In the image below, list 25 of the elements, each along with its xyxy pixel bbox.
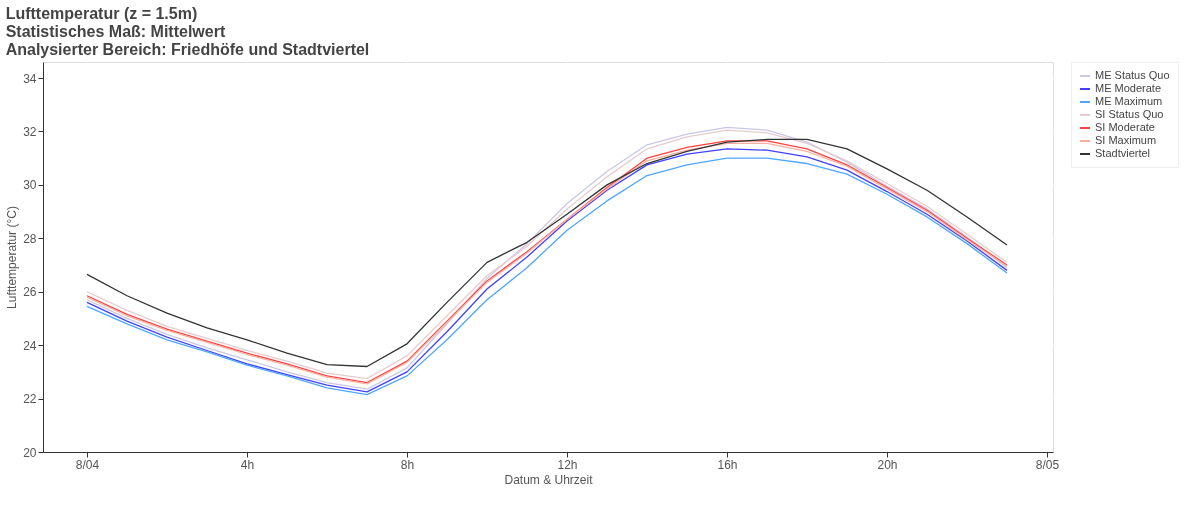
chart-title: Lufttemperatur (z = 1.5m) Statistisches Maß: Mittelwert Analysierter Bereich: Friedhöfe und Stadtviertel [5,4,370,58]
y-tick-label: 22 [23,392,37,407]
y-tick-label: 30 [23,178,37,193]
x-axis-title: Datum & Uhrzeit [504,472,594,487]
x-tick-label: 20h [877,457,898,472]
y-tick-label: 26 [23,285,37,300]
y-axis-title: Lufttemperatur (°C) [5,206,20,309]
x-tick-label: 8h [400,457,415,472]
y-tick-label: 32 [23,124,37,139]
legend-label: SI Moderate [1095,121,1155,133]
legend-label: Stadtviertel [1095,147,1151,159]
y-tick-label: 24 [23,338,37,353]
y-tick-label: 28 [23,231,37,246]
legend-label: ME Moderate [1095,82,1162,94]
x-tick-label: 8/05 [1035,457,1060,472]
legend-label: SI Status Quo [1095,108,1164,120]
y-tick-label: 34 [23,71,37,86]
y-tick-label: 20 [23,445,37,460]
x-tick-label: 16h [717,457,738,472]
legend-label: ME Maximum [1095,95,1163,107]
x-tick-label: 8/04 [75,457,100,472]
x-tick-label: 12h [557,457,578,472]
legend-label: SI Maximum [1095,134,1157,146]
x-tick-label: 4h [240,457,255,472]
legend-label: ME Status Quo [1095,69,1170,81]
